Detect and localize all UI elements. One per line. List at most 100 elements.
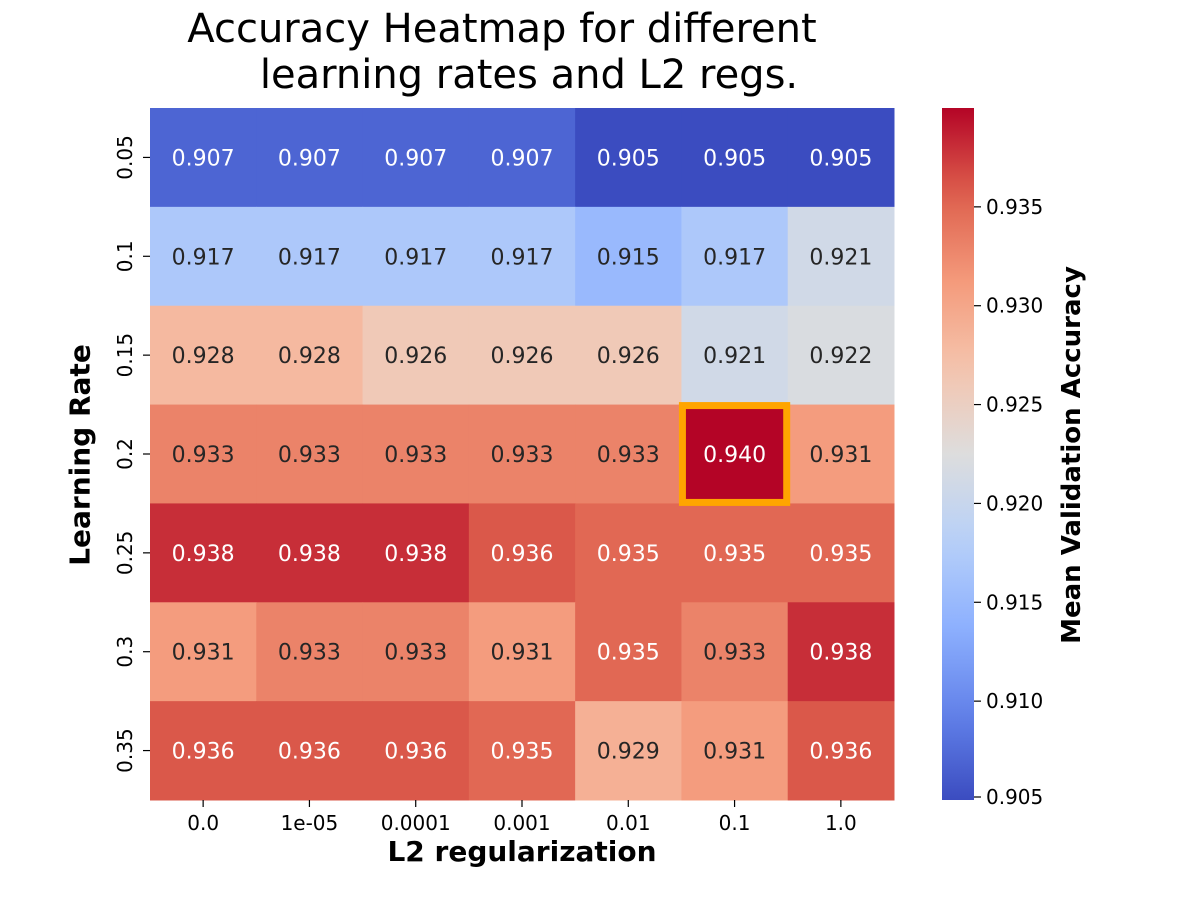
y-tick-label: 0.1	[113, 240, 137, 272]
heatmap-cell	[362, 206, 470, 307]
heatmap-cell	[681, 701, 789, 801]
heatmap-cell	[787, 404, 895, 504]
chart-title-line-2: learning rates and L2 regs.	[259, 52, 799, 98]
heatmap-cell-label: 0.915	[597, 245, 660, 270]
x-tick-label: 1e-05	[281, 811, 339, 835]
heatmap-cell-label: 0.928	[172, 344, 235, 369]
heatmap-cell-label: 0.931	[172, 641, 235, 666]
heatmap-cell	[575, 701, 682, 801]
heatmap-cell-label: 0.907	[384, 146, 447, 171]
heatmap-cell	[787, 108, 895, 208]
heatmap-cell	[787, 206, 895, 307]
heatmap-cell	[575, 404, 682, 504]
heatmap-cell-label: 0.938	[172, 542, 235, 567]
heatmap-cell	[256, 305, 364, 406]
x-tick-label: 0.01	[606, 811, 651, 835]
heatmap-cell-labels: 0.907 0.907 0.907 0.907 0.905 0.905 0.905 0.917…	[172, 146, 873, 764]
heatmap-cell	[575, 305, 682, 406]
heatmap-cell	[256, 503, 364, 603]
x-tick-label: 1.0	[825, 811, 857, 835]
heatmap-cell-label: 0.933	[172, 443, 235, 468]
heatmap-cell-label: 0.933	[597, 443, 660, 468]
heatmap-cell	[256, 701, 364, 801]
x-tick-label: 0.1	[719, 811, 751, 835]
y-axis-ticks: 0.05 0.1 0.15 0.2 0.25 0.3 0.35	[113, 135, 150, 773]
heatmap-cell-label: 0.931	[491, 641, 554, 666]
heatmap-cell-label: 0.933	[384, 641, 447, 666]
heatmap-cell-label: 0.936	[172, 740, 235, 765]
heatmap-cell-label: 0.935	[597, 542, 660, 567]
heatmap-cell	[681, 108, 789, 208]
heatmap-cell	[468, 701, 576, 801]
heatmap-cell	[468, 602, 576, 702]
colorbar-tick-label: 0.905	[986, 785, 1043, 809]
heatmap-cell-label: 0.926	[384, 344, 447, 369]
x-tick-label: 0.001	[493, 811, 550, 835]
heatmap-cell	[468, 404, 576, 504]
heatmap-cell	[468, 206, 576, 307]
heatmap-cell-label: 0.917	[703, 245, 766, 270]
best-cell-highlight	[678, 402, 791, 506]
heatmap-cell-label: 0.938	[278, 542, 341, 567]
heatmap-cell-label: 0.929	[597, 740, 660, 765]
heatmap-cell-label: 0.935	[491, 740, 554, 765]
heatmap-cell-label: 0.933	[384, 443, 447, 468]
chart-title-line-1: Accuracy Heatmap for different	[187, 6, 817, 52]
heatmap-cell-label: 0.935	[809, 542, 872, 567]
heatmap-cell	[362, 404, 470, 504]
x-tick-label: 0.0001	[381, 811, 451, 835]
colorbar-tick-label: 0.925	[986, 393, 1043, 417]
heatmap-cell-label: 0.936	[278, 740, 341, 765]
heatmap-cell-label: 0.931	[809, 443, 872, 468]
heatmap-cell	[256, 108, 364, 208]
best-cell-highlight-layer	[678, 402, 791, 506]
heatmap-cell	[787, 305, 895, 406]
heatmap-cell-label: 0.917	[172, 245, 235, 270]
heatmap-cell	[150, 602, 257, 702]
heatmap-cell-label: 0.926	[491, 344, 554, 369]
heatmap-cell-label: 0.938	[809, 641, 872, 666]
heatmap-cell-label: 0.921	[809, 245, 872, 270]
colorbar-gradient	[942, 108, 974, 800]
heatmap-cell	[362, 305, 470, 406]
x-tick-label: 0.0	[187, 811, 219, 835]
heatmap-cell	[256, 602, 364, 702]
heatmap-cell-label: 0.917	[278, 245, 341, 270]
heatmap-cell	[787, 503, 895, 603]
heatmap-cell	[681, 602, 789, 702]
heatmap-cell-label: 0.926	[597, 344, 660, 369]
y-tick-label: 0.3	[113, 636, 137, 668]
heatmap-cell-label: 0.917	[491, 245, 554, 270]
heatmap-cell-label: 0.936	[809, 740, 872, 765]
heatmap-cell	[150, 108, 257, 208]
heatmap-cell	[787, 602, 895, 702]
heatmap-cell	[150, 503, 257, 603]
heatmap-cell	[575, 503, 682, 603]
heatmap-cell	[681, 305, 789, 406]
heatmap-cell-label: 0.938	[384, 542, 447, 567]
x-axis-label: L2 regularization	[387, 835, 657, 868]
y-tick-label: 0.35	[113, 728, 137, 773]
colorbar-label: Mean Validation Accuracy	[1057, 266, 1087, 644]
heatmap-cell-label: 0.907	[491, 146, 554, 171]
colorbar: 0.905 0.910 0.915 0.920 0.925 0.930 0.935	[942, 108, 1043, 809]
colorbar-tick-label: 0.920	[986, 491, 1043, 515]
colorbar-tick-label: 0.910	[986, 689, 1043, 713]
heatmap-cell	[362, 701, 470, 801]
heatmap-cell	[150, 206, 257, 307]
heatmap-cell	[150, 701, 257, 801]
heatmap-cell-label: 0.936	[491, 542, 554, 567]
heatmap-cell	[256, 404, 364, 504]
heatmap-cell	[575, 602, 682, 702]
y-tick-label: 0.05	[113, 135, 137, 180]
heatmap-cell-label: 0.928	[278, 344, 341, 369]
heatmap-cell-label: 0.933	[491, 443, 554, 468]
heatmap-cell-label: 0.940	[703, 443, 766, 468]
y-axis-label: Learning Rate	[63, 344, 97, 566]
heatmap-cell-label: 0.931	[703, 740, 766, 765]
heatmap-cell-label: 0.935	[703, 542, 766, 567]
heatmap-cell	[681, 503, 789, 603]
heatmap-cell	[362, 503, 470, 603]
heatmap-cell	[468, 108, 576, 208]
heatmap-cell	[150, 305, 257, 406]
